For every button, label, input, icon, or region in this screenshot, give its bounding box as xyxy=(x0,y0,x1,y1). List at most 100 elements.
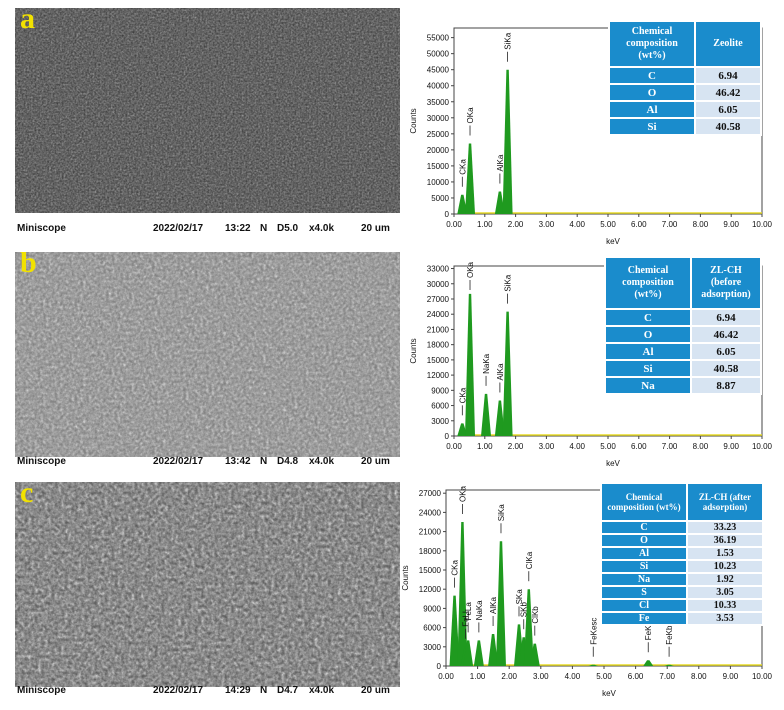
working-distance: D4.8 xyxy=(277,456,299,467)
peak-label: FeKesc xyxy=(589,618,598,645)
table-row: Na 1.92 xyxy=(602,574,762,585)
peak-label: SKa xyxy=(515,589,524,605)
element-cell: Na xyxy=(606,378,690,393)
x-tick-label: 10.00 xyxy=(752,442,773,451)
y-tick-label: 15000 xyxy=(419,566,442,575)
panel-letter-a: a xyxy=(20,8,35,35)
peak-label: AlKa xyxy=(496,154,505,171)
x-tick-label: 2.00 xyxy=(508,220,524,229)
capture-date: 2022/02/17 xyxy=(153,685,204,696)
x-tick-label: 3.00 xyxy=(539,442,555,451)
peak-label: NaKa xyxy=(482,353,491,374)
table-header-sample: ZL-CH (before adsorption) xyxy=(692,258,760,308)
element-cell: Si xyxy=(602,561,686,572)
value-cell: 3.53 xyxy=(688,613,762,624)
capture-date: 2022/02/17 xyxy=(153,456,204,467)
y-tick-label: 6000 xyxy=(423,624,441,633)
working-distance: D5.0 xyxy=(277,223,299,234)
spectrum-peak-sika xyxy=(502,69,513,214)
y-axis-label: Counts xyxy=(401,565,410,590)
spectrum-peak-alka xyxy=(488,634,499,666)
x-tick-label: 5.00 xyxy=(600,442,616,451)
x-tick-label: 8.00 xyxy=(693,442,709,451)
x-axis-label: keV xyxy=(606,459,620,468)
element-cell: O xyxy=(606,327,690,342)
element-cell: C xyxy=(602,522,686,533)
y-tick-label: 0 xyxy=(445,210,450,219)
x-tick-label: 4.00 xyxy=(569,442,585,451)
spectrum-peak-alka xyxy=(494,400,505,436)
y-tick-label: 35000 xyxy=(427,98,450,107)
table-row: Al 6.05 xyxy=(610,102,760,117)
value-cell: 36.19 xyxy=(688,535,762,546)
capture-time: 13:42 xyxy=(225,456,251,467)
y-tick-label: 20000 xyxy=(427,146,450,155)
peak-label: FeKb xyxy=(665,625,674,645)
magnification: x4.0k xyxy=(309,456,335,467)
composition-table-c: Chemical composition (wt%) ZL-CH (after … xyxy=(600,482,764,626)
x-tick-label: 6.00 xyxy=(628,672,644,681)
element-cell: Si xyxy=(606,361,690,376)
y-tick-label: 18000 xyxy=(427,341,450,350)
x-tick-label: 7.00 xyxy=(659,672,675,681)
spectrum-peak-fekb xyxy=(664,664,675,666)
capture-time: 14:29 xyxy=(225,685,251,696)
value-cell: 40.58 xyxy=(692,361,760,376)
y-tick-label: 27000 xyxy=(427,295,450,304)
capture-date: 2022/02/17 xyxy=(153,223,204,234)
spectrum-peak-fela xyxy=(463,640,474,666)
peak-label: FeKa xyxy=(644,621,653,641)
peak-label: SiKa xyxy=(497,504,506,521)
x-tick-label: 4.00 xyxy=(569,220,585,229)
spectrum-peak-clkb xyxy=(529,643,540,666)
x-tick-label: 7.00 xyxy=(662,442,678,451)
x-tick-label: 0.00 xyxy=(446,442,462,451)
spectrum-peak-feka xyxy=(643,660,654,666)
sem-micrograph-b xyxy=(15,252,400,457)
peak-label: FeLl xyxy=(462,611,471,627)
x-tick-label: 10.00 xyxy=(752,672,773,681)
composition-table-a: Chemical composition (wt%) Zeolite C 6.94… xyxy=(608,20,762,136)
instrument-name: Miniscope xyxy=(17,456,66,467)
value-cell: 8.87 xyxy=(692,378,760,393)
element-cell: Al xyxy=(606,344,690,359)
x-tick-label: 2.00 xyxy=(508,442,524,451)
y-tick-label: 3000 xyxy=(423,643,441,652)
x-tick-label: 2.00 xyxy=(501,672,517,681)
table-row: C 33.23 xyxy=(602,522,762,533)
composition-table-b: Chemical composition (wt%) ZL-CH (before… xyxy=(604,256,762,395)
working-distance: D4.7 xyxy=(277,685,299,696)
element-cell: S xyxy=(602,587,686,598)
x-tick-label: 1.00 xyxy=(470,672,486,681)
peak-label: OKa xyxy=(466,107,475,124)
x-tick-label: 0.00 xyxy=(438,672,454,681)
table-header-sample: Zeolite xyxy=(696,22,760,66)
eds-spectrum-a: 0 5000 10000 15000 20000 25000 30000 35000 40000… xyxy=(402,8,774,248)
table-header-sample: ZL-CH (after adsorption) xyxy=(688,484,762,520)
sem-micrograph-c xyxy=(15,482,400,687)
spectrum-peak-naka xyxy=(481,393,492,436)
scan-mode: N xyxy=(260,456,268,467)
peak-label: SKb xyxy=(520,602,529,618)
y-axis-label: Counts xyxy=(409,338,418,363)
x-tick-label: 6.00 xyxy=(631,220,647,229)
y-tick-label: 6000 xyxy=(431,402,449,411)
y-tick-label: 50000 xyxy=(427,50,450,59)
scale-bar-label: 20 um xyxy=(361,223,390,234)
x-tick-label: 9.00 xyxy=(723,442,739,451)
x-tick-label: 4.00 xyxy=(565,672,581,681)
x-axis-label: keV xyxy=(602,689,616,698)
spectrum-peak-clka xyxy=(523,589,534,666)
instrument-name: Miniscope xyxy=(17,685,66,696)
element-cell: O xyxy=(602,535,686,546)
y-tick-label: 12000 xyxy=(419,585,442,594)
value-cell: 3.05 xyxy=(688,587,762,598)
table-row: O 46.42 xyxy=(606,327,760,342)
y-tick-label: 24000 xyxy=(427,310,450,319)
sem-info-bar-b: Miniscope 2022/02/17 13:42 N D4.8 x4.0k … xyxy=(15,454,400,470)
sem-info-bar-a: Miniscope 2022/02/17 13:22 N D5.0 x4.0k … xyxy=(15,221,400,237)
y-tick-label: 12000 xyxy=(427,371,450,380)
value-cell: 46.42 xyxy=(696,85,760,100)
spectrum-peak-cka xyxy=(449,595,460,666)
table-row: Si 40.58 xyxy=(606,361,760,376)
